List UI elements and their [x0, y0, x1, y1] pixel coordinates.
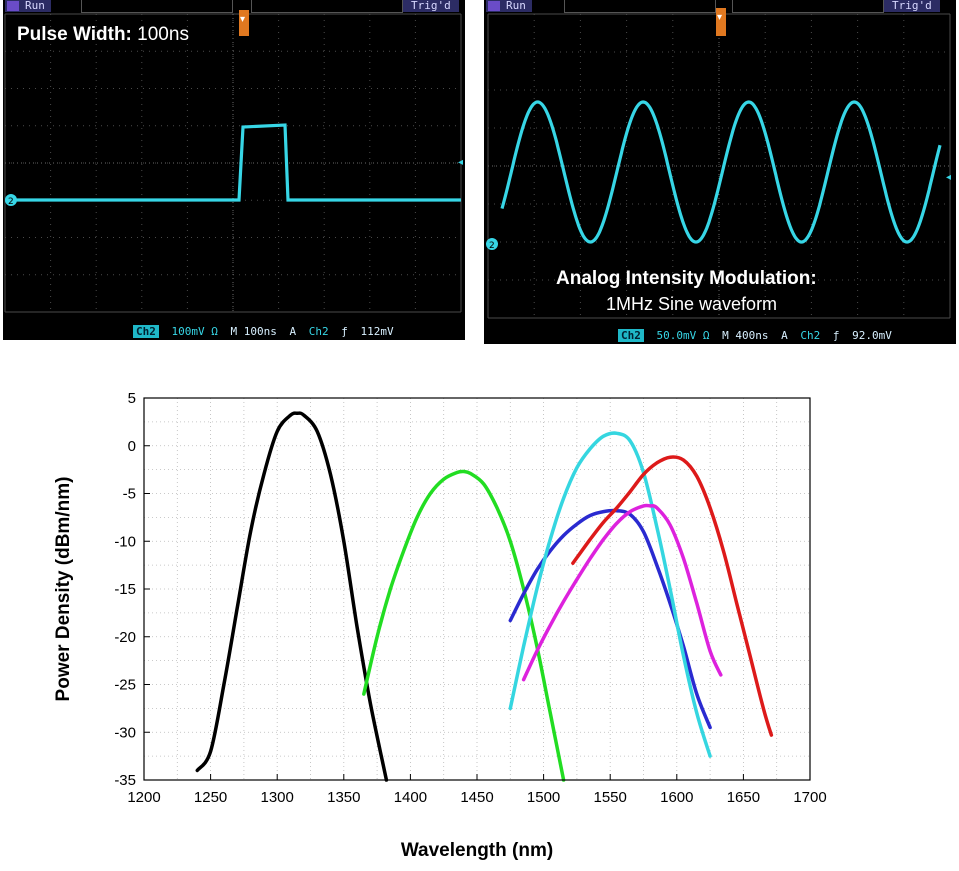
- sine-trace: [500, 100, 942, 244]
- spectrum-series-4: [508, 431, 712, 758]
- trigger-channel: Ch2: [308, 325, 329, 338]
- scope-panel-sine: 2 ◂ ▾ Run Trig'd Analog Intensity Modula…: [484, 0, 956, 344]
- trigger-level: 112mV: [360, 325, 394, 338]
- timebase: M 400ns: [722, 329, 769, 342]
- scope-grid-pulse: 2 ◂ ▾: [4, 10, 463, 313]
- x-tick-label: 1650: [727, 789, 760, 806]
- channel-chip: Ch2: [618, 329, 644, 342]
- spectrum-series-6: [571, 455, 774, 737]
- channel-marker-label: 2: [8, 197, 14, 207]
- trigger-mode: A: [781, 329, 788, 342]
- x-axis-title: Wavelength (nm): [401, 840, 553, 861]
- modulation-subcaption: 1MHz Sine waveform: [606, 294, 778, 314]
- trigger-status: Trig'd: [884, 0, 940, 12]
- pulse-width-value: 100ns: [137, 24, 189, 45]
- pulse-width-caption: Pulse Width: 100ns: [17, 24, 189, 46]
- x-tick-label: 1500: [527, 789, 560, 806]
- pulse-width-label: Pulse Width:: [17, 24, 132, 45]
- spectrum-plot: 1200 1250 1300 1350 1400 1450 1500 1550 1600 1650…: [53, 390, 827, 861]
- top-bar-box: [251, 0, 403, 13]
- y-tick-label: -25: [114, 677, 136, 694]
- trigger-level: 92.0mV: [852, 329, 892, 342]
- y-tick-label: 5: [128, 390, 136, 407]
- trigger-level-arrow-icon: ◂: [946, 172, 951, 183]
- run-indicator: Run: [5, 0, 51, 12]
- scope-readout: Ch2 50.0mV Ω M 400ns A Ch2 ƒ 92.0mV: [618, 329, 898, 342]
- spectrum-series-1: [195, 411, 389, 782]
- x-tick-label: 1350: [327, 789, 360, 806]
- y-tick-label: -20: [114, 629, 136, 646]
- vertical-scale: 50.0mV Ω: [656, 329, 710, 342]
- scope-status-bar: Run Trig'd: [3, 0, 465, 14]
- x-tick-label: 1300: [261, 789, 294, 806]
- x-tick-label: 1450: [460, 789, 493, 806]
- y-axis-title: Power Density (dBm/nm): [53, 477, 74, 702]
- svg-text:▾: ▾: [717, 12, 722, 23]
- spectrum-series-2: [362, 469, 566, 782]
- y-tick-label: -35: [114, 772, 136, 789]
- scope-panel-pulse: 2 ◂ ▾ Run Trig'd Pulse Width: 100ns Ch2 …: [3, 0, 465, 340]
- channel-marker: [486, 238, 498, 250]
- x-tick-label: 1600: [660, 789, 693, 806]
- x-tick-label: 1550: [594, 789, 627, 806]
- trigger-position-icon: ▾: [239, 10, 249, 36]
- trigger-slope-icon: ƒ: [832, 329, 840, 342]
- svg-text:▾: ▾: [240, 14, 245, 25]
- y-tick-label: 0: [128, 438, 136, 455]
- x-tick-label: 1250: [194, 789, 227, 806]
- y-tick-label: -5: [123, 486, 136, 503]
- scope-readout: Ch2 100mV Ω M 100ns A Ch2 ƒ 112mV: [133, 325, 400, 338]
- y-tick-label: -10: [114, 533, 136, 550]
- channel-marker-label: 2: [489, 241, 495, 251]
- y-tick-label: -15: [114, 581, 136, 598]
- x-tick-label: 1700: [793, 789, 826, 806]
- spectrum-chart: 1200 1250 1300 1350 1400 1450 1500 1550 1600 1650…: [0, 380, 959, 866]
- run-indicator: Run: [486, 0, 532, 12]
- pulse-trace: [5, 123, 461, 202]
- vertical-scale: 100mV Ω: [171, 325, 218, 338]
- trigger-channel: Ch2: [800, 329, 821, 342]
- spectrum-series-5: [521, 503, 723, 682]
- scope-status-bar: Run Trig'd: [484, 0, 956, 14]
- trigger-slope-icon: ƒ: [341, 325, 348, 338]
- top-bar-box: [732, 0, 884, 13]
- top-bar-box: [564, 0, 716, 13]
- modulation-caption: Analog Intensity Modulation:: [556, 268, 817, 289]
- channel-marker: [5, 194, 17, 206]
- trigger-level-arrow-icon: ◂: [458, 157, 463, 168]
- trigger-mode: A: [289, 325, 297, 338]
- trigger-status: Trig'd: [403, 0, 459, 12]
- x-tick-label: 1200: [127, 789, 160, 806]
- timebase: M 100ns: [230, 325, 277, 338]
- top-bar-box: [81, 0, 233, 13]
- scope-grid-sine: 2 ◂ ▾: [486, 8, 951, 319]
- trigger-position-icon: ▾: [716, 8, 726, 36]
- channel-chip: Ch2: [133, 325, 159, 338]
- y-tick-label: -30: [114, 724, 136, 741]
- x-tick-label: 1400: [394, 789, 427, 806]
